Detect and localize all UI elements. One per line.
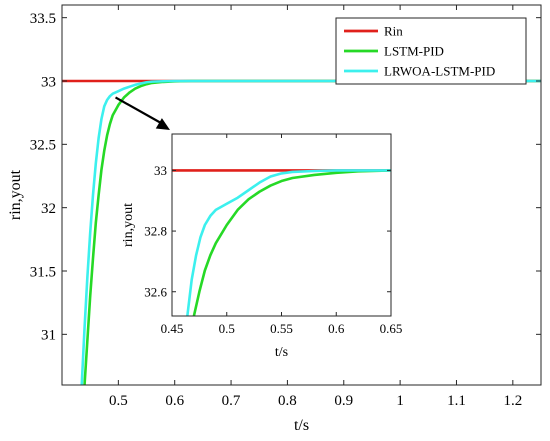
legend-label-lrwoa-lstm-pid: LRWOA-LSTM-PID: [384, 64, 495, 79]
main-x-tick-label: 0.9: [334, 393, 353, 409]
legend: Rin LSTM-PID LRWOA-LSTM-PID: [335, 17, 527, 85]
main-x-tick-label: 0.8: [278, 393, 297, 409]
main-x-tick-label: 0.5: [109, 393, 128, 409]
main-x-axis-label: t/s: [294, 417, 309, 434]
inset-series-group: [172, 169, 391, 316]
inset-plot-area: [172, 134, 391, 316]
inset-x-tick-label: 0.5: [219, 321, 235, 336]
zoom-arrow: [114, 96, 170, 130]
main-x-tick-label: 0.7: [222, 393, 241, 409]
inset-y-tick-label: 32.6: [144, 284, 167, 299]
main-y-tick-label: 33: [41, 74, 56, 90]
main-y-tick-label: 32: [41, 201, 56, 217]
inset-series-lstm-pid: [192, 169, 391, 316]
inset-x-tick-label: 0.55: [270, 321, 293, 336]
inset-x-axis-label: t/s: [275, 345, 288, 360]
main-y-axis-label: rin,yout: [7, 169, 24, 220]
inset-x-tick-label: 0.45: [161, 321, 184, 336]
main-x-tick-label: 1: [396, 393, 404, 409]
main-y-tick-label: 31.5: [30, 264, 56, 280]
arrow-shaft: [114, 96, 162, 124]
inset-y-axis-label: rin,yout: [121, 203, 136, 247]
main-x-tick-label: 1.1: [447, 393, 466, 409]
main-y-tick-label: 31: [41, 328, 56, 344]
legend-label-lstm-pid: LSTM-PID: [384, 44, 444, 59]
inset-x-tick-label: 0.6: [328, 321, 345, 336]
main-frame: [61, 4, 542, 386]
main-y-tick-label: 32.5: [30, 138, 56, 154]
inset-y-tick-label: 32.8: [144, 224, 167, 239]
inset-plot: 0.45 0.5 0.55 0.6 0.65 32.6 32.8 33 t/s rin,yout: [121, 133, 403, 360]
inset-x-tick-label: 0.65: [380, 321, 403, 336]
legend-label-rin: Rin: [384, 24, 403, 39]
main-x-tick-label: 1.2: [503, 393, 522, 409]
inset-series-lrwoa-lstm-pid: [186, 169, 391, 316]
main-series-lrwoa-lstm-pid: [80, 79, 541, 385]
inset-y-tick-label: 33: [154, 163, 167, 178]
main-y-tick-label: 33.5: [30, 11, 56, 27]
arrow-head: [155, 118, 170, 130]
main-x-tick-label: 0.6: [165, 393, 184, 409]
